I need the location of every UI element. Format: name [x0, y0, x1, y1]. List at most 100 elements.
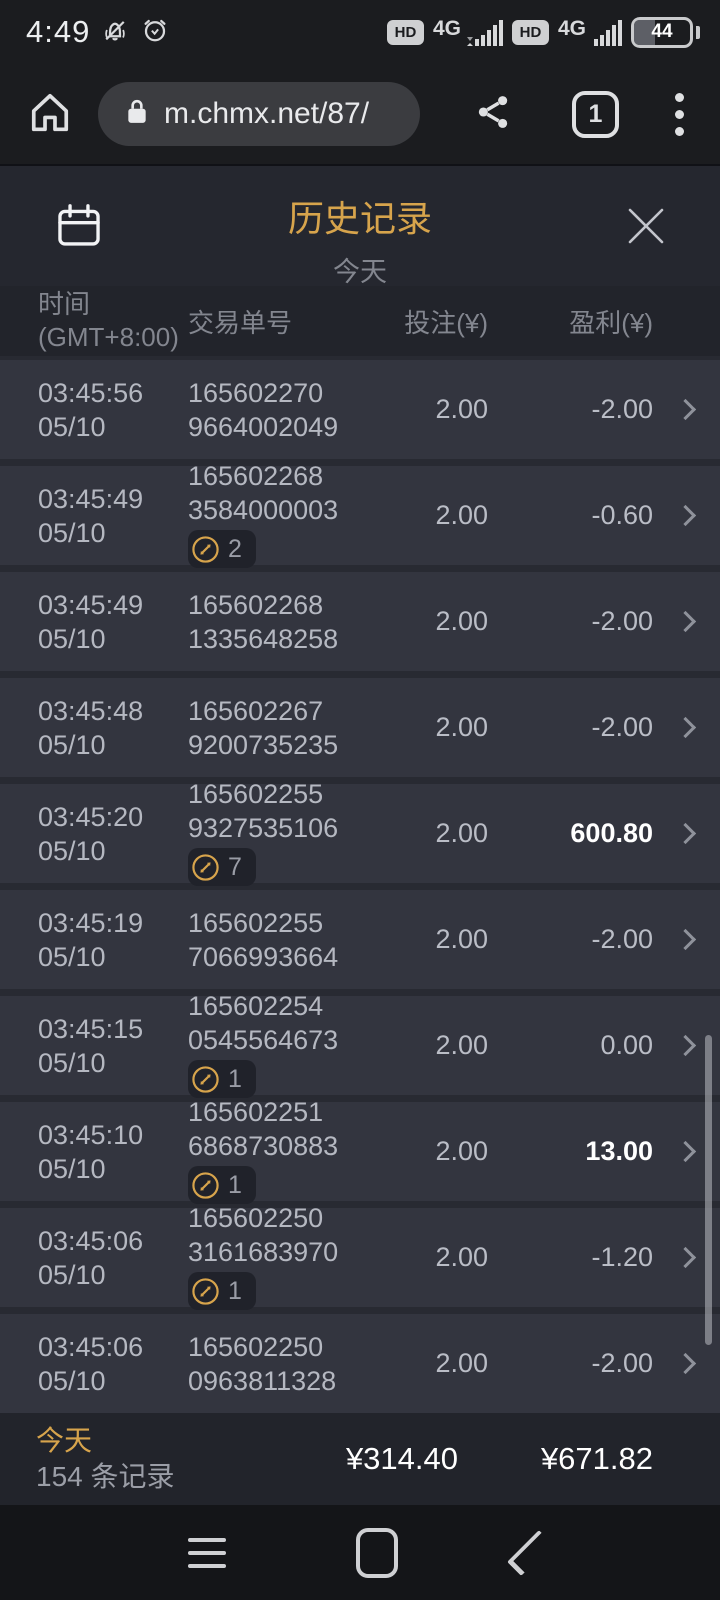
rounds-count: 2	[228, 535, 242, 564]
rounds-count: 1	[228, 1065, 242, 1094]
record-order-number: 165602255 7066993664	[188, 907, 339, 972]
col-time-label: 时间	[38, 289, 91, 319]
bet-value: 2.00	[435, 1348, 488, 1378]
bet-value: 2.00	[435, 500, 488, 530]
chevron-right-icon[interactable]	[674, 1140, 697, 1163]
profit-value: 600.80	[570, 818, 653, 848]
record-time: 03:45:49 05/10	[38, 589, 144, 654]
battery-icon: 44	[631, 16, 693, 48]
url-text: m.chmx.net/87/	[164, 97, 370, 130]
record-row[interactable]: 03:45:06 05/10 165602250 0963811328 2.00	[0, 1314, 720, 1413]
chevron-right-icon[interactable]	[674, 504, 697, 527]
record-row[interactable]: 03:45:10 05/10 165602251 6868730883 1 2.…	[0, 1097, 720, 1205]
bet-value: 2.00	[435, 394, 488, 424]
record-order-number: 165602251 6868730883 1	[188, 1095, 388, 1208]
record-order-number: 165602250 0963811328	[188, 1331, 337, 1396]
record-order-number: 165602268 1335648258	[188, 589, 339, 654]
profit-value: -2.00	[591, 394, 653, 424]
chevron-right-icon[interactable]	[674, 928, 697, 951]
recents-button[interactable]	[180, 1530, 234, 1576]
diagonal-arrows-icon	[192, 1278, 219, 1305]
chevron-right-icon[interactable]	[674, 1352, 697, 1375]
record-row[interactable]: 03:45:19 05/10 165602255 7066993664 2.00	[0, 890, 720, 989]
summary-profit-total: ¥671.82	[540, 1441, 653, 1476]
home-icon[interactable]	[24, 86, 76, 143]
rounds-badge: 7	[188, 848, 256, 887]
home-button[interactable]	[356, 1527, 398, 1578]
browser-menu-icon[interactable]	[669, 87, 690, 142]
android-nav-bar	[0, 1505, 720, 1600]
record-order-number: 165602255 9327535106 7	[188, 777, 388, 890]
col-order-label: 交易单号	[188, 307, 293, 338]
profit-value: -2.00	[591, 606, 653, 636]
record-time: 03:45:06 05/10	[38, 1331, 144, 1396]
record-row[interactable]: 03:45:15 05/10 165602254 0545564673 1 2.…	[0, 991, 720, 1099]
summary-period: 今天	[36, 1425, 93, 1456]
bet-value: 2.00	[435, 606, 488, 636]
diagonal-arrows-icon	[192, 1066, 219, 1093]
profit-value: -2.00	[591, 712, 653, 742]
record-row[interactable]: 03:45:49 05/10 165602268 3584000003 2 2.…	[0, 461, 720, 569]
record-time: 03:45:48 05/10	[38, 695, 144, 760]
record-order-number: 165602254 0545564673 1	[188, 989, 388, 1102]
chevron-right-icon[interactable]	[674, 822, 697, 845]
record-order-number: 165602250 3161683970 1	[188, 1201, 388, 1314]
record-time: 03:45:20 05/10	[38, 801, 144, 866]
chevron-right-icon[interactable]	[674, 1246, 697, 1269]
record-row[interactable]: 03:45:56 05/10 165602270 9664002049 2.00	[0, 360, 720, 459]
tab-count: 1	[588, 99, 603, 128]
profit-value: -2.00	[591, 924, 653, 954]
sim1-signal-icon: 4G	[433, 17, 503, 47]
tab-switcher-button[interactable]: 1	[572, 90, 619, 138]
rounds-count: 7	[228, 853, 242, 882]
close-icon[interactable]	[618, 198, 674, 259]
chevron-right-icon[interactable]	[674, 398, 697, 421]
bet-value: 2.00	[435, 712, 488, 742]
diagonal-arrows-icon	[192, 536, 219, 563]
rounds-count: 1	[228, 1277, 242, 1306]
summary-footer: 今天 154 条记录 ¥314.40 ¥671.82	[0, 1413, 720, 1505]
profit-value: -1.20	[591, 1242, 653, 1272]
summary-bet-total: ¥314.40	[345, 1441, 458, 1476]
sim2-signal-icon: 4G	[558, 17, 622, 47]
history-header: 历史记录 今天	[0, 164, 720, 287]
col-bet-label: 投注(¥)	[404, 307, 488, 338]
record-order-number: 165602268 3584000003 2	[188, 459, 388, 572]
mute-icon	[100, 15, 130, 50]
rounds-badge: 1	[188, 1272, 256, 1311]
record-time: 03:45:10 05/10	[38, 1119, 144, 1184]
record-row[interactable]: 03:45:06 05/10 165602250 3161683970 1 2.…	[0, 1203, 720, 1311]
col-profit-label: 盈利(¥)	[569, 307, 653, 338]
records-list: 03:45:56 05/10 165602270 9664002049 2.00	[0, 356, 720, 1413]
chevron-right-icon[interactable]	[674, 1034, 697, 1057]
scrollbar-thumb[interactable]	[705, 1035, 712, 1345]
browser-toolbar: m.chmx.net/87/ 1	[0, 64, 720, 164]
hd-voice-icon: HD	[386, 19, 424, 45]
profit-value: 0.00	[600, 1030, 653, 1060]
lock-icon	[124, 97, 150, 132]
col-timezone-label: (GMT+8:00)	[38, 322, 179, 352]
record-row[interactable]: 03:45:48 05/10 165602267 9200735235 2.00	[0, 678, 720, 777]
record-time: 03:45:49 05/10	[38, 483, 144, 548]
record-row[interactable]: 03:45:20 05/10 165602255 9327535106 7 2.…	[0, 779, 720, 887]
record-time: 03:45:19 05/10	[38, 907, 144, 972]
record-row[interactable]: 03:45:49 05/10 165602268 1335648258 2.00	[0, 572, 720, 671]
chevron-right-icon[interactable]	[674, 610, 697, 633]
bet-value: 2.00	[435, 1030, 488, 1060]
rounds-badge: 1	[188, 1060, 256, 1099]
bet-value: 2.00	[435, 924, 488, 954]
share-icon[interactable]	[472, 91, 514, 138]
record-time: 03:45:06 05/10	[38, 1225, 144, 1290]
profit-value: -2.00	[591, 1348, 653, 1378]
calendar-icon[interactable]	[52, 198, 106, 259]
chevron-right-icon[interactable]	[674, 716, 697, 739]
profit-value: -0.60	[591, 500, 653, 530]
status-bar: 4:49 HD	[0, 0, 720, 64]
url-bar[interactable]: m.chmx.net/87/	[98, 82, 420, 146]
back-button[interactable]	[507, 1529, 553, 1576]
profit-value: 13.00	[585, 1136, 653, 1166]
page-subtitle: 今天	[333, 257, 387, 287]
summary-record-count: 154 条记录	[36, 1461, 175, 1492]
hd-voice-icon-2: HD	[511, 19, 549, 45]
